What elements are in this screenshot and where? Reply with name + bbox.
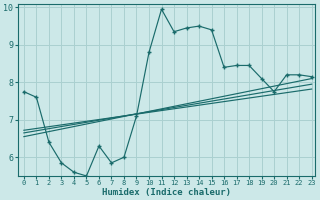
X-axis label: Humidex (Indice chaleur): Humidex (Indice chaleur) [102,188,231,197]
